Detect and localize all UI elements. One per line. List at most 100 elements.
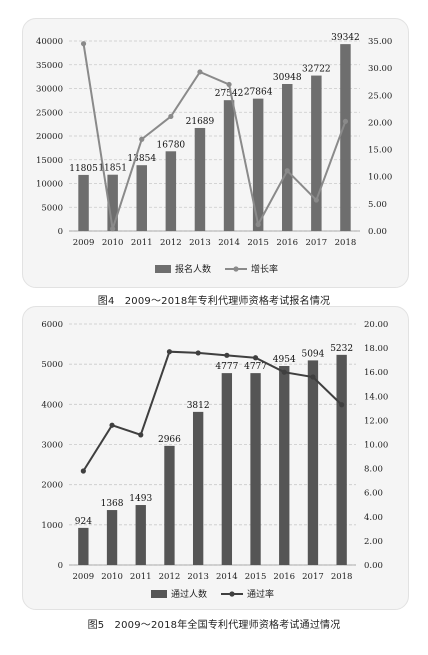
right-axis-tick-label: 6.00 bbox=[364, 489, 383, 499]
x-axis-tick-label: 2017 bbox=[302, 572, 324, 582]
x-axis-tick-label: 2016 bbox=[273, 572, 295, 582]
rate-point bbox=[252, 355, 259, 361]
left-axis-tick-label: 35000 bbox=[36, 61, 63, 71]
bar-value-label: 2966 bbox=[158, 435, 181, 445]
bar-value-label: 1493 bbox=[129, 494, 152, 504]
bar-value-label: 5232 bbox=[330, 344, 353, 354]
chart-caption-registration: 图4 2009～2018年专利代理师资格考试报名情况 bbox=[97, 296, 331, 307]
bar bbox=[164, 445, 175, 565]
bar bbox=[250, 373, 261, 565]
rate-point bbox=[339, 402, 345, 408]
rate-point bbox=[138, 432, 144, 438]
rate-point bbox=[281, 369, 287, 375]
bar-value-label: 1368 bbox=[101, 499, 124, 509]
bar bbox=[221, 373, 233, 565]
right-axis-tick-label: 2.00 bbox=[364, 537, 383, 547]
pass-chart: 0 1000 2000 3000 4000 5000 6000 0.00 2.00 4.00 6.0… bbox=[41, 320, 388, 600]
left-axis-tick-label: 40000 bbox=[36, 37, 63, 47]
rate-point bbox=[109, 422, 115, 428]
rate-point bbox=[342, 118, 349, 124]
bar-value-label: 32722 bbox=[302, 65, 331, 75]
right-axis-tick-label: 8.00 bbox=[364, 465, 383, 475]
left-axis-tick-label: 6000 bbox=[41, 320, 63, 330]
legend-bar-label: 通过人数 bbox=[171, 588, 207, 600]
rate-point bbox=[197, 69, 203, 75]
x-axis-tick-label: 2013 bbox=[189, 238, 211, 248]
bar-value-label: 39342 bbox=[331, 33, 360, 43]
bar-value-label: 11805 bbox=[69, 164, 98, 174]
right-axis-tick-label: 5.00 bbox=[368, 200, 387, 210]
x-axis-tick-label: 2013 bbox=[187, 572, 209, 582]
bar-value-label: 3812 bbox=[187, 401, 210, 411]
bar-value-label: 4954 bbox=[273, 355, 296, 365]
left-axis-tick-label: 0 bbox=[58, 227, 63, 237]
right-axis-tick-label: 25.00 bbox=[368, 91, 392, 101]
x-axis-tick-label: 2014 bbox=[218, 238, 240, 248]
rate-point bbox=[255, 221, 261, 228]
bar bbox=[135, 505, 146, 565]
legend-line-marker bbox=[229, 591, 235, 597]
left-axis-tick-label: 5000 bbox=[41, 203, 63, 213]
x-axis-tick-label: 2010 bbox=[101, 572, 123, 582]
registration-chart: 0 5000 10000 15000 20000 25000 30000 35000 40000… bbox=[36, 33, 392, 275]
right-axis-tick-label: 10.00 bbox=[368, 173, 392, 183]
left-axis-tick-label: 1000 bbox=[41, 521, 63, 531]
bar bbox=[136, 165, 147, 231]
right-axis-tick-label: 10.00 bbox=[364, 441, 388, 451]
legend-bar-swatch bbox=[155, 265, 171, 273]
x-axis-tick-label: 2014 bbox=[216, 572, 238, 582]
legend-bar-swatch bbox=[151, 590, 167, 598]
left-axis-tick-label: 20000 bbox=[36, 132, 63, 142]
x-axis-tick-label: 2018 bbox=[335, 238, 357, 248]
left-axis-tick-label: 15000 bbox=[36, 156, 63, 166]
right-axis-tick-label: 35.00 bbox=[368, 37, 392, 47]
right-axis-tick-label: 0.00 bbox=[364, 561, 383, 571]
rate-point bbox=[139, 136, 145, 142]
bar bbox=[106, 510, 118, 565]
bar-value-label: 11851 bbox=[98, 164, 127, 174]
x-axis-tick-label: 2011 bbox=[131, 238, 153, 248]
x-axis-tick-label: 2009 bbox=[73, 572, 95, 582]
rate-point bbox=[310, 374, 316, 380]
rate-point bbox=[224, 352, 230, 358]
right-axis-tick-label: 16.00 bbox=[364, 368, 388, 378]
legend-bar-label: 报名人数 bbox=[175, 263, 211, 275]
x-axis-tick-label: 2015 bbox=[247, 238, 269, 248]
x-axis-tick-label: 2009 bbox=[73, 238, 95, 248]
right-axis-tick-label: 15.00 bbox=[368, 146, 392, 156]
left-axis-tick-label: 10000 bbox=[36, 180, 63, 190]
left-axis-tick-label: 4000 bbox=[41, 400, 63, 410]
bar bbox=[307, 360, 319, 565]
left-axis-tick-label: 2000 bbox=[41, 481, 63, 491]
rate-point bbox=[195, 350, 201, 356]
right-axis-tick-label: 20.00 bbox=[364, 320, 388, 330]
x-axis-tick-label: 2010 bbox=[102, 238, 124, 248]
x-axis-tick-label: 2012 bbox=[159, 572, 181, 582]
rate-point bbox=[80, 41, 87, 47]
bar-value-label: 27864 bbox=[244, 88, 273, 98]
bar-value-label: 924 bbox=[75, 517, 92, 527]
right-axis-tick-label: 30.00 bbox=[368, 64, 392, 74]
bar bbox=[194, 127, 206, 231]
rate-point bbox=[80, 468, 86, 474]
bar bbox=[165, 151, 177, 231]
rate-point bbox=[166, 349, 173, 355]
bar-value-label: 4777 bbox=[215, 362, 238, 372]
right-axis-tick-label: 0.00 bbox=[368, 227, 387, 237]
bar-value-label: 4777 bbox=[244, 362, 267, 372]
bar-value-label: 27542 bbox=[215, 89, 244, 99]
bar bbox=[282, 83, 293, 231]
legend-line-marker bbox=[233, 266, 239, 272]
left-axis-tick-label: 25000 bbox=[36, 108, 63, 118]
bar-value-label: 21689 bbox=[186, 117, 215, 127]
rate-line bbox=[82, 43, 347, 230]
left-axis-tick-label: 0 bbox=[58, 561, 63, 571]
bar bbox=[311, 75, 322, 231]
right-axis-tick-label: 4.00 bbox=[364, 513, 383, 523]
bar bbox=[340, 44, 351, 231]
rate-point bbox=[110, 226, 116, 232]
legend-line-label: 通过率 bbox=[247, 588, 274, 600]
x-axis-tick-label: 2016 bbox=[276, 238, 298, 248]
chart-panel-pass: 0 1000 2000 3000 4000 5000 6000 0.00 2.00 4.00 6.0… bbox=[22, 306, 409, 610]
rate-line bbox=[82, 350, 343, 472]
